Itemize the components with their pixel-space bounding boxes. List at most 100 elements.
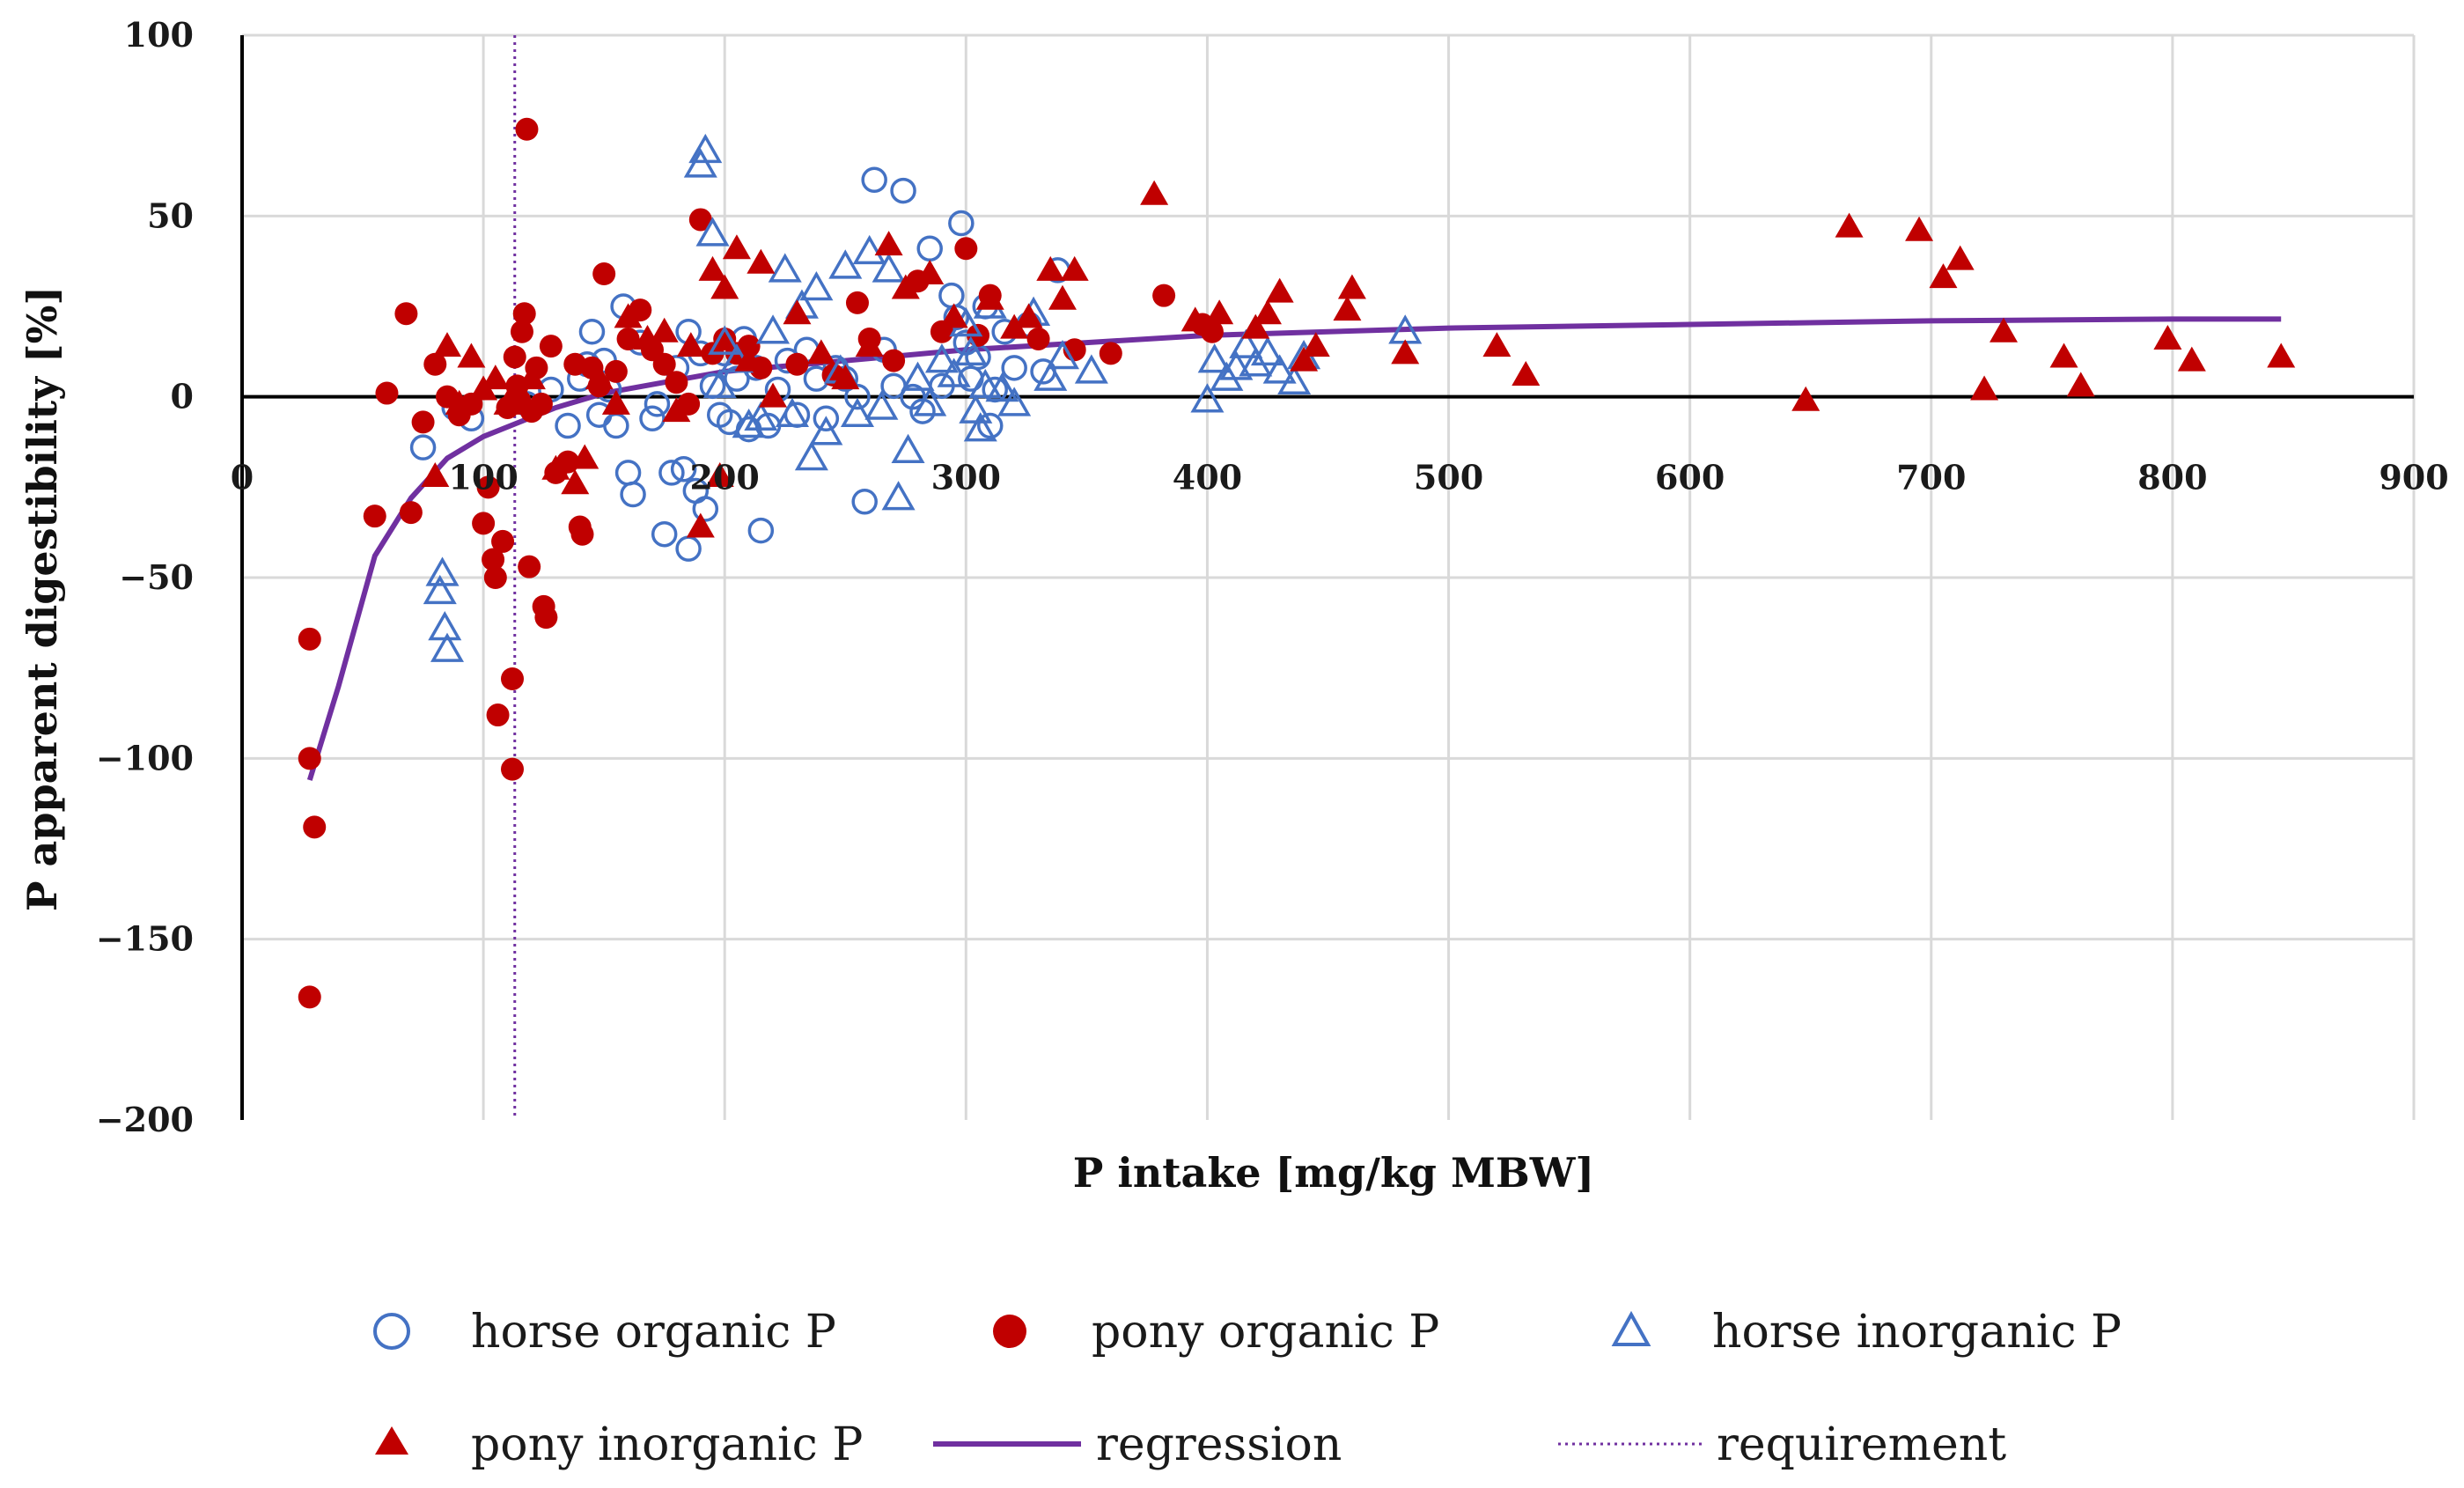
point-pony-inorganic-p: [1333, 296, 1362, 321]
point-pony-inorganic-p: [1060, 255, 1089, 281]
point-pony-organic-p: [515, 117, 539, 141]
point-pony-inorganic-p: [1905, 216, 1934, 241]
point-pony-inorganic-p: [855, 332, 884, 357]
point-pony-inorganic-p: [517, 365, 546, 390]
point-pony-inorganic-p: [1970, 375, 1999, 401]
x-tick-label: 500: [1414, 458, 1483, 497]
point-pony-inorganic-p: [874, 231, 903, 256]
point-horse-inorganic-p: [809, 416, 843, 446]
point-pony-inorganic-p: [916, 260, 945, 285]
point-pony-inorganic-p: [1929, 263, 1958, 289]
point-pony-inorganic-p: [975, 284, 1004, 310]
point-pony-organic-p: [510, 320, 533, 343]
point-pony-inorganic-p: [705, 462, 734, 488]
legend-label-horse-organic: horse organic P: [471, 1306, 836, 1359]
y-tick-label: 50: [147, 195, 194, 235]
point-horse-inorganic-p: [756, 314, 791, 344]
point-pony-organic-p: [423, 352, 447, 376]
point-pony-inorganic-p: [734, 346, 763, 372]
x-tick-label: 600: [1655, 458, 1725, 497]
point-horse-organic-p: [1001, 355, 1027, 381]
point-pony-organic-p: [394, 302, 418, 326]
point-pony-inorganic-p: [445, 389, 474, 415]
point-pony-inorganic-p: [1482, 332, 1511, 357]
legend-label-requirement: requirement: [1717, 1418, 2006, 1471]
point-horse-inorganic-p: [1190, 383, 1225, 413]
point-horse-inorganic-p: [913, 387, 947, 416]
point-pony-inorganic-p: [541, 454, 570, 480]
point-pony-inorganic-p: [747, 248, 776, 274]
point-horse-organic-p: [620, 481, 646, 508]
y-tick-label: 100: [124, 15, 194, 55]
point-pony-organic-p: [652, 352, 676, 376]
point-pony-inorganic-p: [570, 444, 599, 469]
y-axis-title: P apparent digestibility [%]: [18, 286, 66, 911]
point-pony-organic-p: [616, 327, 640, 350]
point-pony-inorganic-p: [710, 274, 739, 299]
point-pony-inorganic-p: [1000, 313, 1029, 339]
point-pony-inorganic-p: [722, 234, 751, 260]
point-pony-inorganic-p: [1945, 245, 1975, 270]
point-pony-inorganic-p: [481, 365, 510, 390]
x-tick-label: 800: [2137, 458, 2207, 497]
point-pony-organic-p: [539, 335, 563, 358]
point-pony-inorganic-p: [1205, 299, 1234, 325]
point-pony-inorganic-p: [662, 397, 691, 423]
point-horse-inorganic-p: [968, 368, 1003, 399]
point-pony-inorganic-p: [698, 255, 727, 281]
point-horse-inorganic-p: [695, 217, 730, 247]
point-horse-organic-p: [603, 412, 629, 439]
legend-label-regression: regression: [1096, 1418, 1342, 1471]
point-horse-inorganic-p: [428, 610, 462, 641]
point-pony-organic-p: [298, 747, 321, 770]
point-pony-organic-p: [482, 548, 505, 571]
y-tick-label: −100: [96, 738, 194, 777]
point-horse-organic-p: [692, 496, 719, 522]
legend-item-requirement: requirement: [1558, 1418, 2006, 1471]
point-horse-organic-p: [851, 489, 878, 515]
point-pony-organic-p: [845, 291, 869, 314]
point-horse-inorganic-p: [1197, 343, 1232, 373]
point-pony-inorganic-p: [759, 382, 788, 408]
point-pony-organic-p: [483, 566, 507, 589]
point-pony-inorganic-p: [806, 339, 835, 365]
point-horse-inorganic-p: [768, 253, 802, 283]
point-horse-inorganic-p: [840, 397, 874, 427]
point-horse-organic-p: [644, 391, 671, 417]
legend-item-horse-organic: horse organic P: [373, 1306, 836, 1359]
point-pony-organic-p: [534, 606, 558, 630]
point-pony-inorganic-p: [1048, 284, 1077, 310]
point-pony-organic-p: [882, 349, 906, 372]
point-horse-organic-p: [578, 318, 606, 345]
point-pony-organic-p: [785, 352, 809, 376]
point-horse-organic-p: [890, 177, 916, 204]
point-pony-organic-p: [737, 335, 761, 358]
point-horse-inorganic-p: [1074, 354, 1108, 384]
point-pony-organic-p: [512, 302, 536, 326]
point-pony-organic-p: [399, 501, 423, 525]
point-horse-organic-p: [938, 282, 965, 309]
point-horse-organic-p: [976, 412, 1004, 439]
legend-marker-horse-inorganic: [1611, 1310, 1651, 1346]
y-tick-label: 0: [171, 377, 194, 416]
legend-marker-pony-organic: [993, 1315, 1026, 1348]
point-pony-inorganic-p: [2153, 324, 2182, 350]
point-horse-inorganic-p: [744, 401, 778, 431]
legend-item-horse-inorganic: horse inorganic P: [1611, 1306, 2122, 1359]
point-pony-inorganic-p: [676, 332, 705, 357]
point-pony-organic-p: [604, 359, 628, 383]
point-horse-inorganic-p: [924, 343, 959, 373]
point-pony-organic-p: [1099, 342, 1122, 365]
point-horse-inorganic-p: [985, 372, 1019, 402]
legend: horse organic P pony organic P horse ino…: [373, 1306, 2122, 1471]
point-pony-inorganic-p: [1014, 303, 1043, 328]
point-horse-organic-p: [813, 405, 840, 432]
point-horse-inorganic-p: [799, 270, 834, 301]
tick-labels-layer: 0 100 200 300 400 500 600 700 800 900100500−50−10…: [96, 15, 2449, 1139]
point-horse-inorganic-p: [425, 556, 460, 586]
point-horse-inorganic-p: [702, 368, 737, 399]
point-pony-organic-p: [1026, 327, 1050, 350]
point-pony-organic-p: [298, 627, 321, 651]
point-pony-inorganic-p: [421, 462, 450, 488]
point-horse-organic-p: [916, 235, 943, 262]
